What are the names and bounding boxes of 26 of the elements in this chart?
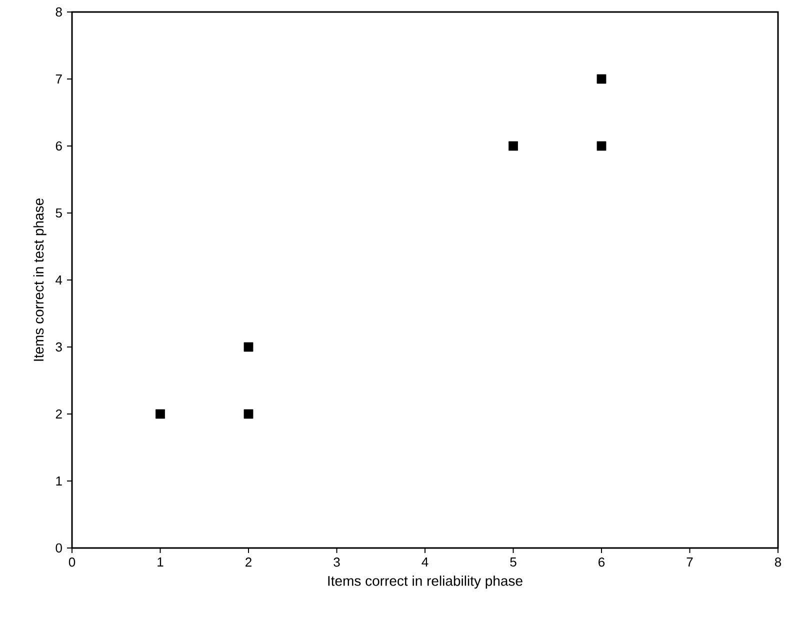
x-tick-label: 0 xyxy=(68,558,76,567)
point xyxy=(596,74,606,84)
x-axis-title: Items correct in reliability phase xyxy=(328,576,522,589)
x-tick-label: 1 xyxy=(158,558,164,566)
y-tick-label: 0 xyxy=(56,543,62,553)
point xyxy=(244,342,254,352)
x-tick-label: 5 xyxy=(510,558,516,567)
x-tick-label: 2 xyxy=(246,558,252,567)
y-tick-label: 7 xyxy=(56,74,62,84)
point xyxy=(244,409,254,419)
x-tick-label: 7 xyxy=(686,558,693,566)
y-tick-label: 5 xyxy=(56,208,62,218)
y-axis-title: Items correct in test phase xyxy=(33,198,46,361)
point xyxy=(508,141,518,151)
y-tick-label: 2 xyxy=(56,409,62,419)
y-tick-label: 8 xyxy=(56,7,62,17)
x-tick-label: 3 xyxy=(334,558,340,567)
y-tick-label: 6 xyxy=(56,141,62,151)
y-tick-label: 3 xyxy=(56,342,62,352)
x-tick-label: 6 xyxy=(598,558,605,567)
point xyxy=(596,141,606,151)
y-tick-label: 4 xyxy=(56,276,62,284)
point xyxy=(156,409,165,419)
x-tick-label: 4 xyxy=(422,558,428,566)
x-tick-label: 8 xyxy=(774,558,782,567)
y-tick-label: 1 xyxy=(56,476,62,486)
